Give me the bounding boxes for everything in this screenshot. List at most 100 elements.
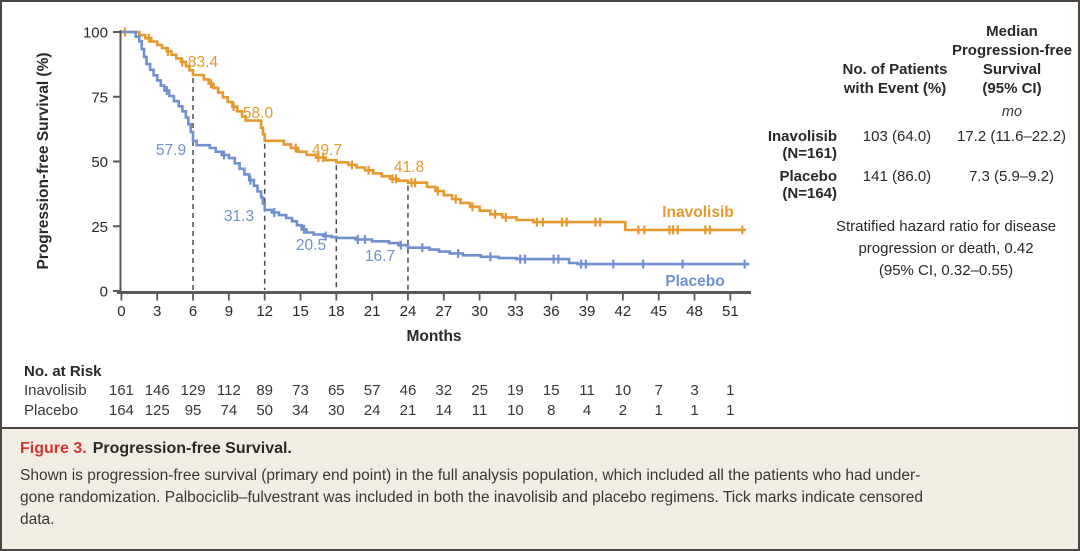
risk-count: 11 — [472, 402, 488, 419]
curve-label-inavolisib: Inavolisib — [662, 204, 734, 221]
risk-count: 19 — [507, 382, 524, 399]
x-tick-label: 30 — [471, 303, 488, 320]
risk-count: 73 — [292, 382, 309, 399]
x-tick-label: 12 — [256, 303, 273, 320]
risk-count: 25 — [471, 382, 488, 399]
risk-count: 24 — [364, 402, 381, 419]
risk-count: 146 — [145, 382, 170, 399]
y-tick-label: 0 — [100, 284, 108, 301]
median-pfs-column-header: Median Progression-free Survival (95% CI… — [951, 23, 1073, 97]
x-tick-label: 18 — [328, 303, 345, 320]
risk-count: 112 — [217, 382, 241, 399]
annotation-inavolisib-month-6: 83.4 — [188, 54, 219, 71]
annotation-placebo-month-18: 20.5 — [296, 237, 326, 254]
risk-count: 8 — [547, 402, 555, 419]
x-tick-label: 15 — [292, 303, 309, 320]
y-tick-label: 100 — [83, 25, 108, 42]
annotation-placebo-month-6: 57.9 — [156, 142, 186, 159]
risk-count: 32 — [435, 382, 452, 399]
risk-count: 46 — [400, 382, 417, 399]
x-tick-label: 9 — [225, 303, 233, 320]
risk-count: 4 — [583, 402, 591, 419]
risk-count: 7 — [655, 382, 663, 399]
risk-count: 1 — [726, 402, 734, 419]
curve-label-placebo: Placebo — [665, 273, 724, 290]
events-column-header: No. of Patients with Event (%) — [842, 61, 948, 97]
row-label-placebo: Placebo (N=164) — [779, 168, 837, 202]
risk-count: 74 — [221, 402, 238, 419]
km-series-placebo: 57.9 31.3 20.5 16.7 Placebo — [121, 30, 750, 290]
x-tick-label: 27 — [435, 303, 452, 320]
caption-heading: Figure 3. Progression-free Survival. — [20, 440, 1060, 458]
censor-ticks-placebo — [165, 86, 746, 269]
risk-count: 10 — [507, 402, 524, 419]
risk-count: 125 — [145, 402, 170, 419]
x-tick-label: 24 — [400, 303, 417, 320]
caption-body-text: Shown is progression-free survival (prim… — [20, 467, 923, 528]
y-tick-label: 25 — [91, 219, 108, 236]
km-series-inavolisib: 83.4 58.0 49.7 41.8 Inavolisib — [121, 27, 746, 235]
km-curve-placebo — [121, 30, 750, 266]
inavolisib-median-value: 17.2 (11.6–22.2) — [957, 128, 1066, 145]
annotation-inavolisib-month-24: 41.8 — [394, 159, 424, 176]
risk-row-label-inavolisib: Inavolisib — [24, 382, 87, 399]
annotation-placebo-month-12: 31.3 — [224, 208, 254, 225]
row-label-inavolisib: Inavolisib (N=161) — [767, 128, 837, 162]
dashed-guides — [192, 77, 409, 290]
figure-caption: Figure 3. Progression-free Survival. Show… — [2, 427, 1078, 549]
risk-count: 15 — [543, 382, 560, 399]
risk-count: 161 — [109, 382, 134, 399]
x-tick-label: 42 — [615, 303, 632, 320]
x-tick-label: 48 — [686, 303, 703, 320]
risk-count: 11 — [579, 382, 595, 399]
risk-count: 1 — [726, 382, 734, 399]
annotation-inavolisib-month-18: 49.7 — [312, 142, 342, 159]
placebo-median-value: 7.3 (5.9–9.2) — [968, 168, 1055, 185]
risk-count: 34 — [292, 402, 309, 419]
risk-row-label-placebo: Placebo — [24, 402, 78, 419]
x-tick-label: 51 — [722, 303, 739, 320]
figure-number-label: Figure 3. — [20, 440, 87, 457]
x-tick-label: 33 — [507, 303, 524, 320]
censor-ticks-inavolisib — [123, 27, 744, 235]
inavolisib-events-value: 103 (64.0) — [862, 128, 932, 145]
risk-count: 65 — [328, 382, 345, 399]
x-tick-label: 21 — [364, 303, 381, 320]
risk-count: 57 — [364, 382, 381, 399]
x-tick-label: 6 — [189, 303, 197, 320]
risk-count: 50 — [256, 402, 273, 419]
no-at-risk-title: No. at Risk — [24, 363, 102, 380]
x-axis-label: Months — [406, 328, 461, 345]
risk-count: 14 — [435, 402, 452, 419]
x-tick-label: 0 — [117, 303, 125, 320]
x-tick-label: 3 — [153, 303, 161, 320]
x-tick-label: 39 — [579, 303, 596, 320]
y-tick-label: 50 — [91, 154, 108, 171]
risk-count: 1 — [655, 402, 663, 419]
risk-count: 21 — [400, 402, 417, 419]
x-tick-label: 36 — [543, 303, 560, 320]
risk-count: 95 — [185, 402, 202, 419]
annotation-inavolisib-month-12: 58.0 — [243, 105, 274, 122]
hazard-ratio-note: Stratified hazard ratio for disease prog… — [835, 218, 1057, 279]
risk-count: 3 — [690, 382, 698, 399]
risk-count: 2 — [619, 402, 627, 419]
risk-count: 1 — [690, 402, 698, 419]
risk-count: 30 — [328, 402, 345, 419]
summary-table: No. of Patients with Event (%) Median Pr… — [742, 2, 1078, 302]
y-tick-label: 75 — [91, 89, 108, 106]
y-axis-label: Progression-free Survival (%) — [35, 52, 52, 269]
risk-count: 89 — [256, 382, 273, 399]
unit-label-mo: mo — [1001, 104, 1023, 120]
risk-count: 129 — [181, 382, 206, 399]
figure-title: Progression-free Survival. — [92, 440, 292, 457]
annotation-placebo-month-24: 16.7 — [365, 248, 395, 265]
risk-count: 10 — [615, 382, 632, 399]
risk-count: 164 — [109, 402, 134, 419]
placebo-events-value: 141 (86.0) — [862, 168, 932, 185]
km-curve-inavolisib — [121, 30, 746, 232]
